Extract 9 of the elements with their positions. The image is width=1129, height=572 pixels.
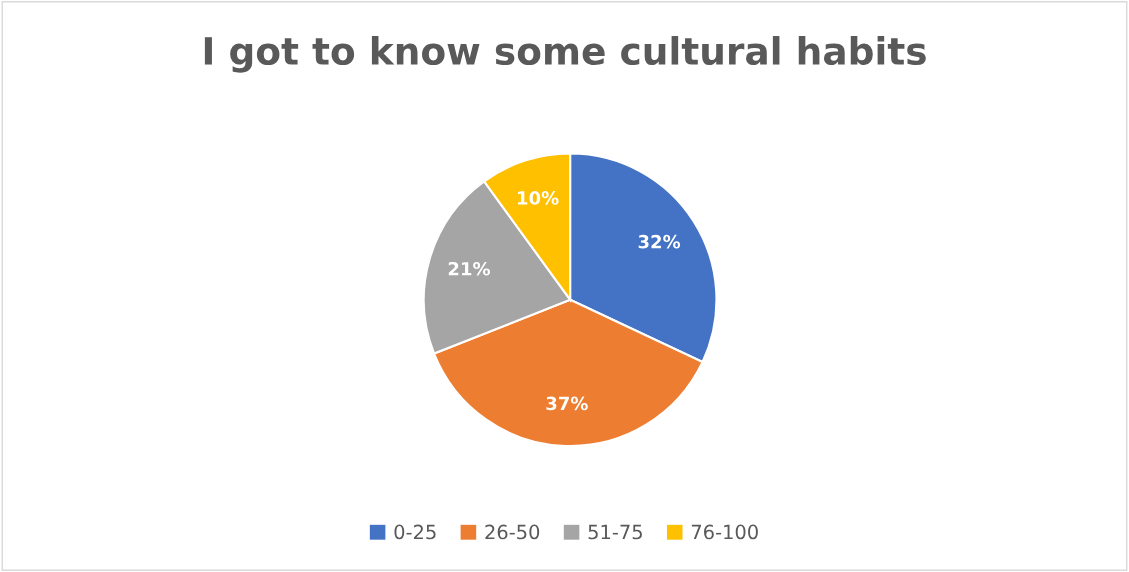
data-label: 21%	[448, 261, 491, 276]
legend-label: 76-100	[691, 524, 758, 540]
data-label: 10%	[518, 191, 559, 205]
chart-title: I got to know some cultural habits	[204, 36, 926, 73]
data-label: 32%	[638, 234, 681, 249]
legend-label: 0-25	[394, 524, 436, 540]
legend-label: 26-50	[485, 524, 540, 540]
data-label: 37%	[546, 396, 588, 411]
legend-label: 51-75	[588, 524, 642, 540]
